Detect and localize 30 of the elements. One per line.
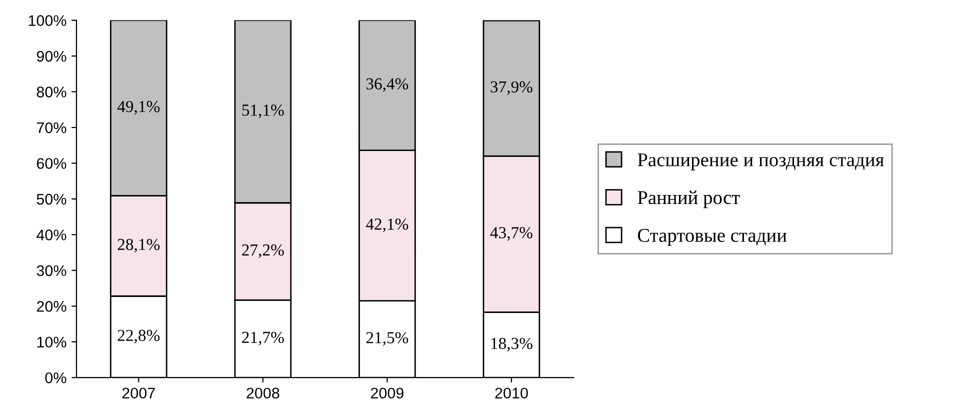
y-tick-label: 10% — [37, 336, 66, 348]
y-tick-label: 40% — [36, 230, 66, 240]
legend-label: Ранний рост — [638, 190, 740, 208]
y-tick-label: 50% — [36, 194, 66, 205]
legend-label: Расширение и поздняя стадия — [638, 153, 884, 170]
data-label: 43,7% — [490, 227, 532, 241]
data-label: 18,3% — [491, 338, 532, 352]
data-label: 42,1% — [366, 218, 408, 232]
data-label: 36,4% — [366, 78, 408, 92]
data-label: 37,9% — [490, 81, 532, 95]
x-tick-label: 2010 — [495, 388, 528, 399]
y-tick-label: 0% — [45, 372, 66, 384]
data-label: 21,5% — [366, 332, 408, 346]
x-tick-label: 2007 — [122, 388, 155, 399]
legend-label: Стартовые стадии — [638, 228, 787, 246]
data-label: 22,8% — [118, 330, 160, 344]
data-label: 21,7% — [242, 332, 284, 346]
data-label: 51,1% — [242, 104, 284, 118]
data-label: 28,1% — [118, 238, 160, 252]
y-tick-label: 30% — [36, 265, 66, 276]
data-label: 27,2% — [242, 244, 284, 258]
data-label: 49,1% — [117, 100, 160, 115]
y-tick-label: 70% — [36, 122, 66, 134]
y-tick-label: 90% — [36, 50, 66, 62]
x-tick-label: 2009 — [370, 388, 404, 399]
y-tick-label: 60% — [36, 158, 66, 169]
y-tick-label: 100% — [28, 15, 66, 26]
y-tick-label: 80% — [36, 86, 66, 98]
x-tick-label: 2008 — [246, 388, 280, 399]
y-tick-label: 20% — [36, 300, 66, 312]
